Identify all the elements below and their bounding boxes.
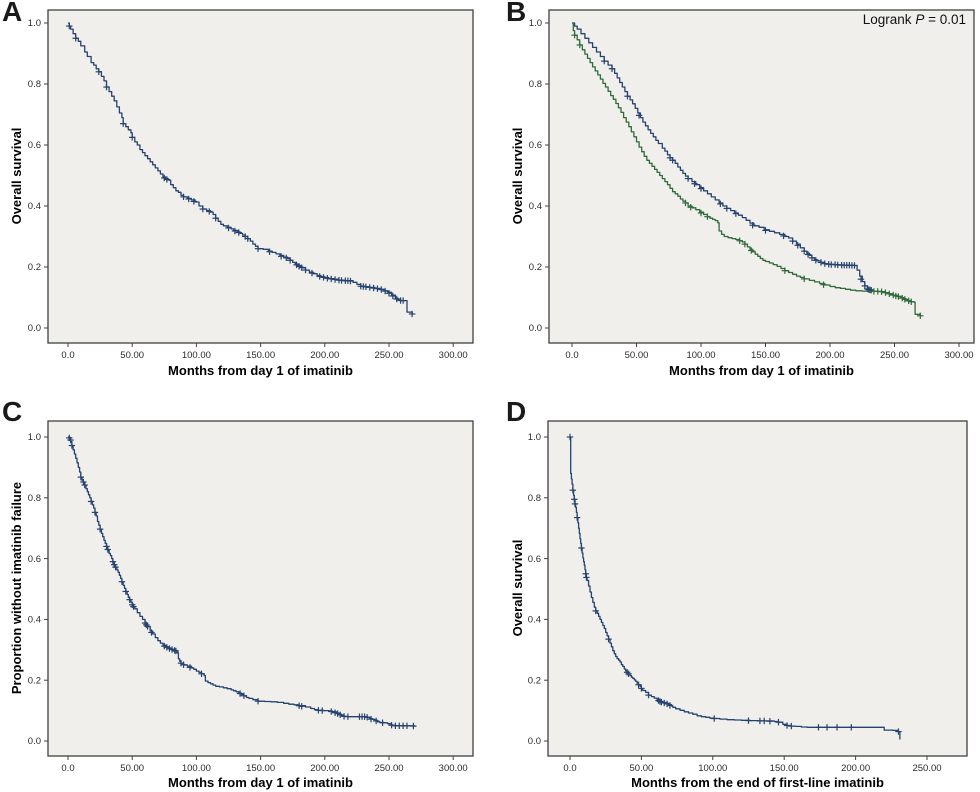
logrank-suffix: = 0.01: [924, 12, 966, 27]
svg-text:150.00: 150.00: [751, 350, 780, 361]
svg-text:0.6: 0.6: [28, 140, 41, 151]
svg-text:0.6: 0.6: [529, 140, 542, 151]
panel-a: A 0.0 50.00 100.00 150.00 200.00 250.00 300.00…: [0, 0, 490, 396]
svg-text:100.00: 100.00: [698, 763, 727, 774]
svg-text:0.0: 0.0: [61, 350, 74, 361]
panel-d: D 0.0 50.00 100.00 150.00 200.00 250.00 0.0 0.2…: [490, 396, 980, 792]
panel-c: C 0.0 50.00 100.00 150.00 200.00 250.00 300.00…: [0, 396, 490, 792]
svg-text:0.4: 0.4: [28, 615, 41, 626]
logrank-prefix: Logrank: [862, 12, 916, 27]
svg-text:150.00: 150.00: [246, 763, 275, 774]
svg-text:1.0: 1.0: [529, 18, 542, 29]
svg-text:250.00: 250.00: [880, 350, 909, 361]
svg-text:0.0: 0.0: [28, 736, 41, 747]
panel-a-label: A: [2, 0, 23, 27]
svg-text:200.00: 200.00: [815, 350, 844, 361]
panel-b-chart: 0.0 50.00 100.00 150.00 200.00 250.00 300.00 0.…: [529, 9, 975, 361]
svg-text:1.0: 1.0: [528, 432, 541, 443]
svg-text:300.00: 300.00: [439, 350, 468, 361]
panel-d-label: D: [506, 396, 527, 427]
svg-text:0.4: 0.4: [529, 201, 542, 212]
svg-text:0.2: 0.2: [28, 675, 41, 686]
panel-b-label: B: [506, 0, 527, 27]
panel-c-label: C: [2, 396, 23, 427]
svg-text:50.00: 50.00: [625, 350, 649, 361]
svg-text:100.00: 100.00: [182, 763, 211, 774]
svg-text:0.0: 0.0: [529, 323, 542, 334]
svg-text:0.2: 0.2: [528, 675, 541, 686]
svg-text:0.0: 0.0: [565, 350, 578, 361]
svg-text:300.00: 300.00: [439, 763, 468, 774]
svg-text:0.4: 0.4: [28, 201, 41, 212]
svg-text:0.0: 0.0: [563, 763, 576, 774]
svg-text:300.00: 300.00: [944, 350, 973, 361]
svg-text:0.2: 0.2: [529, 262, 542, 273]
svg-text:50.00: 50.00: [630, 763, 654, 774]
svg-text:0.0: 0.0: [61, 763, 74, 774]
svg-text:0.8: 0.8: [529, 79, 542, 90]
svg-text:0.0: 0.0: [28, 323, 41, 334]
svg-text:50.00: 50.00: [120, 763, 144, 774]
svg-text:0.6: 0.6: [28, 554, 41, 565]
svg-text:0.8: 0.8: [528, 493, 541, 504]
svg-text:200.00: 200.00: [310, 350, 339, 361]
svg-text:150.00: 150.00: [246, 350, 275, 361]
svg-text:100.00: 100.00: [686, 350, 715, 361]
svg-text:0.2: 0.2: [28, 262, 41, 273]
panel-c-x-axis-title: Months from day 1 of imatinib: [168, 775, 353, 790]
logrank-p-symbol: P: [915, 12, 925, 27]
panel-a-chart: 0.0 50.00 100.00 150.00 200.00 250.00 300.00 0.…: [28, 9, 474, 361]
logrank-p-annotation: Logrank P = 0.01: [863, 12, 966, 27]
panel-c-y-axis-title: Proportion without imatinib failure: [9, 481, 24, 695]
svg-text:250.00: 250.00: [912, 763, 941, 774]
svg-text:250.00: 250.00: [374, 350, 403, 361]
svg-text:150.00: 150.00: [770, 763, 799, 774]
svg-text:0.0: 0.0: [528, 736, 541, 747]
svg-text:200.00: 200.00: [841, 763, 870, 774]
svg-text:0.8: 0.8: [28, 493, 41, 504]
svg-text:200.00: 200.00: [310, 763, 339, 774]
panel-b-x-axis-title: Months from day 1 of imatinib: [669, 363, 854, 378]
svg-text:0.8: 0.8: [28, 79, 41, 90]
panel-d-chart: 0.0 50.00 100.00 150.00 200.00 250.00 0.0 0.2 0.…: [528, 420, 968, 774]
panel-c-chart: 0.0 50.00 100.00 150.00 200.00 250.00 300.00 0.…: [28, 420, 474, 774]
panel-a-x-axis-title: Months from day 1 of imatinib: [168, 363, 353, 378]
svg-text:50.00: 50.00: [120, 350, 144, 361]
panel-b-y-axis-title: Overall survival: [510, 127, 525, 225]
svg-text:1.0: 1.0: [28, 18, 41, 29]
svg-text:1.0: 1.0: [28, 432, 41, 443]
panel-b: B 0.0 50.00 100.00 150.00 200.00 250.00 300.00…: [490, 0, 980, 396]
panel-d-x-axis-title: Months from the end of first-line imatin…: [631, 775, 884, 790]
svg-text:0.4: 0.4: [528, 615, 541, 626]
svg-text:0.6: 0.6: [528, 554, 541, 565]
panel-d-y-axis-title: Overall survival: [510, 539, 525, 637]
panel-a-y-axis-title: Overall survival: [9, 127, 24, 225]
svg-text:100.00: 100.00: [182, 350, 211, 361]
svg-text:250.00: 250.00: [374, 763, 403, 774]
